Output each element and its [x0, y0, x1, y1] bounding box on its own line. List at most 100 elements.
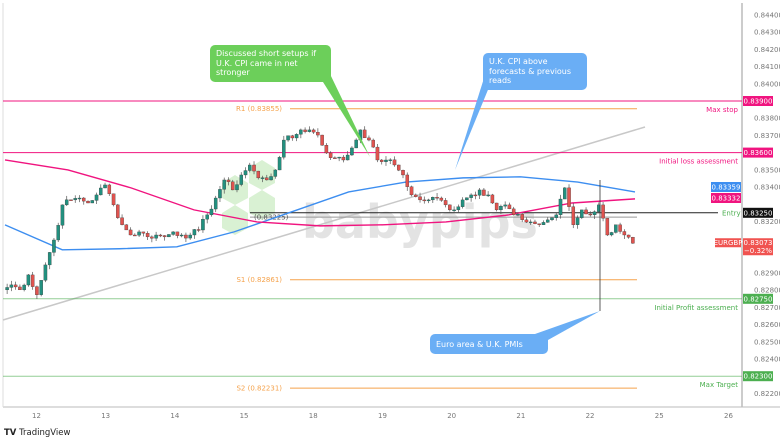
candle-body	[103, 184, 107, 189]
candle	[490, 193, 495, 205]
candle	[499, 204, 503, 215]
candle	[269, 173, 273, 181]
candle	[563, 187, 567, 200]
candle-body	[243, 170, 248, 176]
candle-body	[435, 197, 439, 199]
candle-body	[9, 284, 14, 288]
tradingview-brand: TradingView	[19, 428, 71, 438]
candle	[277, 155, 282, 171]
candle	[486, 191, 490, 198]
candle	[167, 234, 171, 238]
x-tick-label: 20	[447, 412, 456, 420]
candle-body	[524, 219, 529, 223]
pivot-label: R1 (0.83855)	[236, 105, 282, 113]
axis-price-tag-text: 0.82300	[744, 373, 773, 381]
candle-body	[580, 209, 584, 218]
candle	[82, 197, 86, 205]
candle	[294, 133, 299, 142]
axis-price-tag-text: 0.82750	[744, 295, 773, 303]
candle	[396, 164, 401, 172]
candle-body	[511, 208, 516, 216]
candle-body	[52, 239, 56, 253]
candle-body	[567, 187, 571, 207]
candle	[316, 128, 320, 138]
candle-body	[196, 229, 201, 231]
candle	[205, 212, 209, 224]
candle	[431, 196, 435, 203]
candle-body	[605, 218, 610, 236]
candle-body	[209, 208, 214, 216]
candle-body	[69, 199, 73, 201]
candle	[503, 201, 507, 209]
candle-body	[571, 206, 576, 225]
candle-body	[286, 135, 290, 141]
pivot-label: S2 (0.82231)	[236, 385, 282, 393]
candle-body	[320, 134, 324, 146]
candle-body	[490, 194, 495, 204]
level-label: Max stop	[706, 106, 738, 114]
candle	[528, 219, 533, 225]
candle	[345, 151, 350, 161]
candle	[320, 134, 324, 146]
candle-body	[64, 199, 69, 206]
moving-average-blue	[4, 176, 636, 251]
candle	[26, 273, 31, 287]
candle	[201, 215, 205, 233]
candle	[90, 200, 95, 204]
axis-ma-pink-tag	[711, 193, 741, 203]
candle	[584, 207, 588, 215]
candle	[286, 135, 290, 142]
candle	[541, 220, 546, 225]
candle	[460, 197, 465, 209]
candle	[265, 174, 269, 181]
candle-body	[86, 200, 90, 204]
candle-body	[375, 146, 380, 161]
candle	[350, 146, 354, 156]
candle	[550, 217, 554, 222]
candle-body	[273, 169, 278, 177]
candle	[256, 170, 261, 180]
candle	[452, 206, 456, 214]
candle-body	[265, 177, 269, 181]
candle	[367, 135, 371, 142]
candle-body	[367, 137, 371, 141]
candle-body	[439, 197, 444, 201]
candle	[405, 172, 410, 191]
candle-body	[154, 234, 158, 239]
candle	[409, 185, 414, 197]
candle	[209, 205, 214, 217]
candle-body	[205, 214, 209, 220]
candle	[73, 195, 77, 203]
candle	[22, 283, 26, 292]
candle	[213, 195, 218, 213]
axis-price-tag	[743, 96, 773, 106]
candle	[362, 126, 367, 139]
candle-body	[384, 159, 388, 162]
candle-body	[120, 217, 124, 225]
candle	[626, 234, 631, 239]
candle-body	[631, 237, 635, 244]
candle-body	[260, 177, 265, 179]
candle	[401, 169, 405, 179]
candle	[141, 231, 146, 237]
candle	[605, 218, 610, 237]
candle-body	[47, 252, 52, 266]
candle-body	[282, 139, 286, 158]
candle	[128, 227, 133, 236]
candle	[354, 138, 358, 149]
candle-body	[294, 134, 299, 139]
x-tick-label: 26	[724, 412, 733, 420]
candle-body	[150, 236, 154, 239]
callout-cpi-short-setups: Discussed short setups if U.K. CPI came …	[210, 45, 331, 82]
candle	[184, 232, 188, 242]
candle	[631, 236, 635, 244]
candle-body	[431, 197, 435, 201]
candle-body	[533, 221, 537, 224]
y-tick-label: 0.82200	[754, 390, 780, 398]
axis-price-tag-text: 0.83900	[744, 98, 773, 106]
